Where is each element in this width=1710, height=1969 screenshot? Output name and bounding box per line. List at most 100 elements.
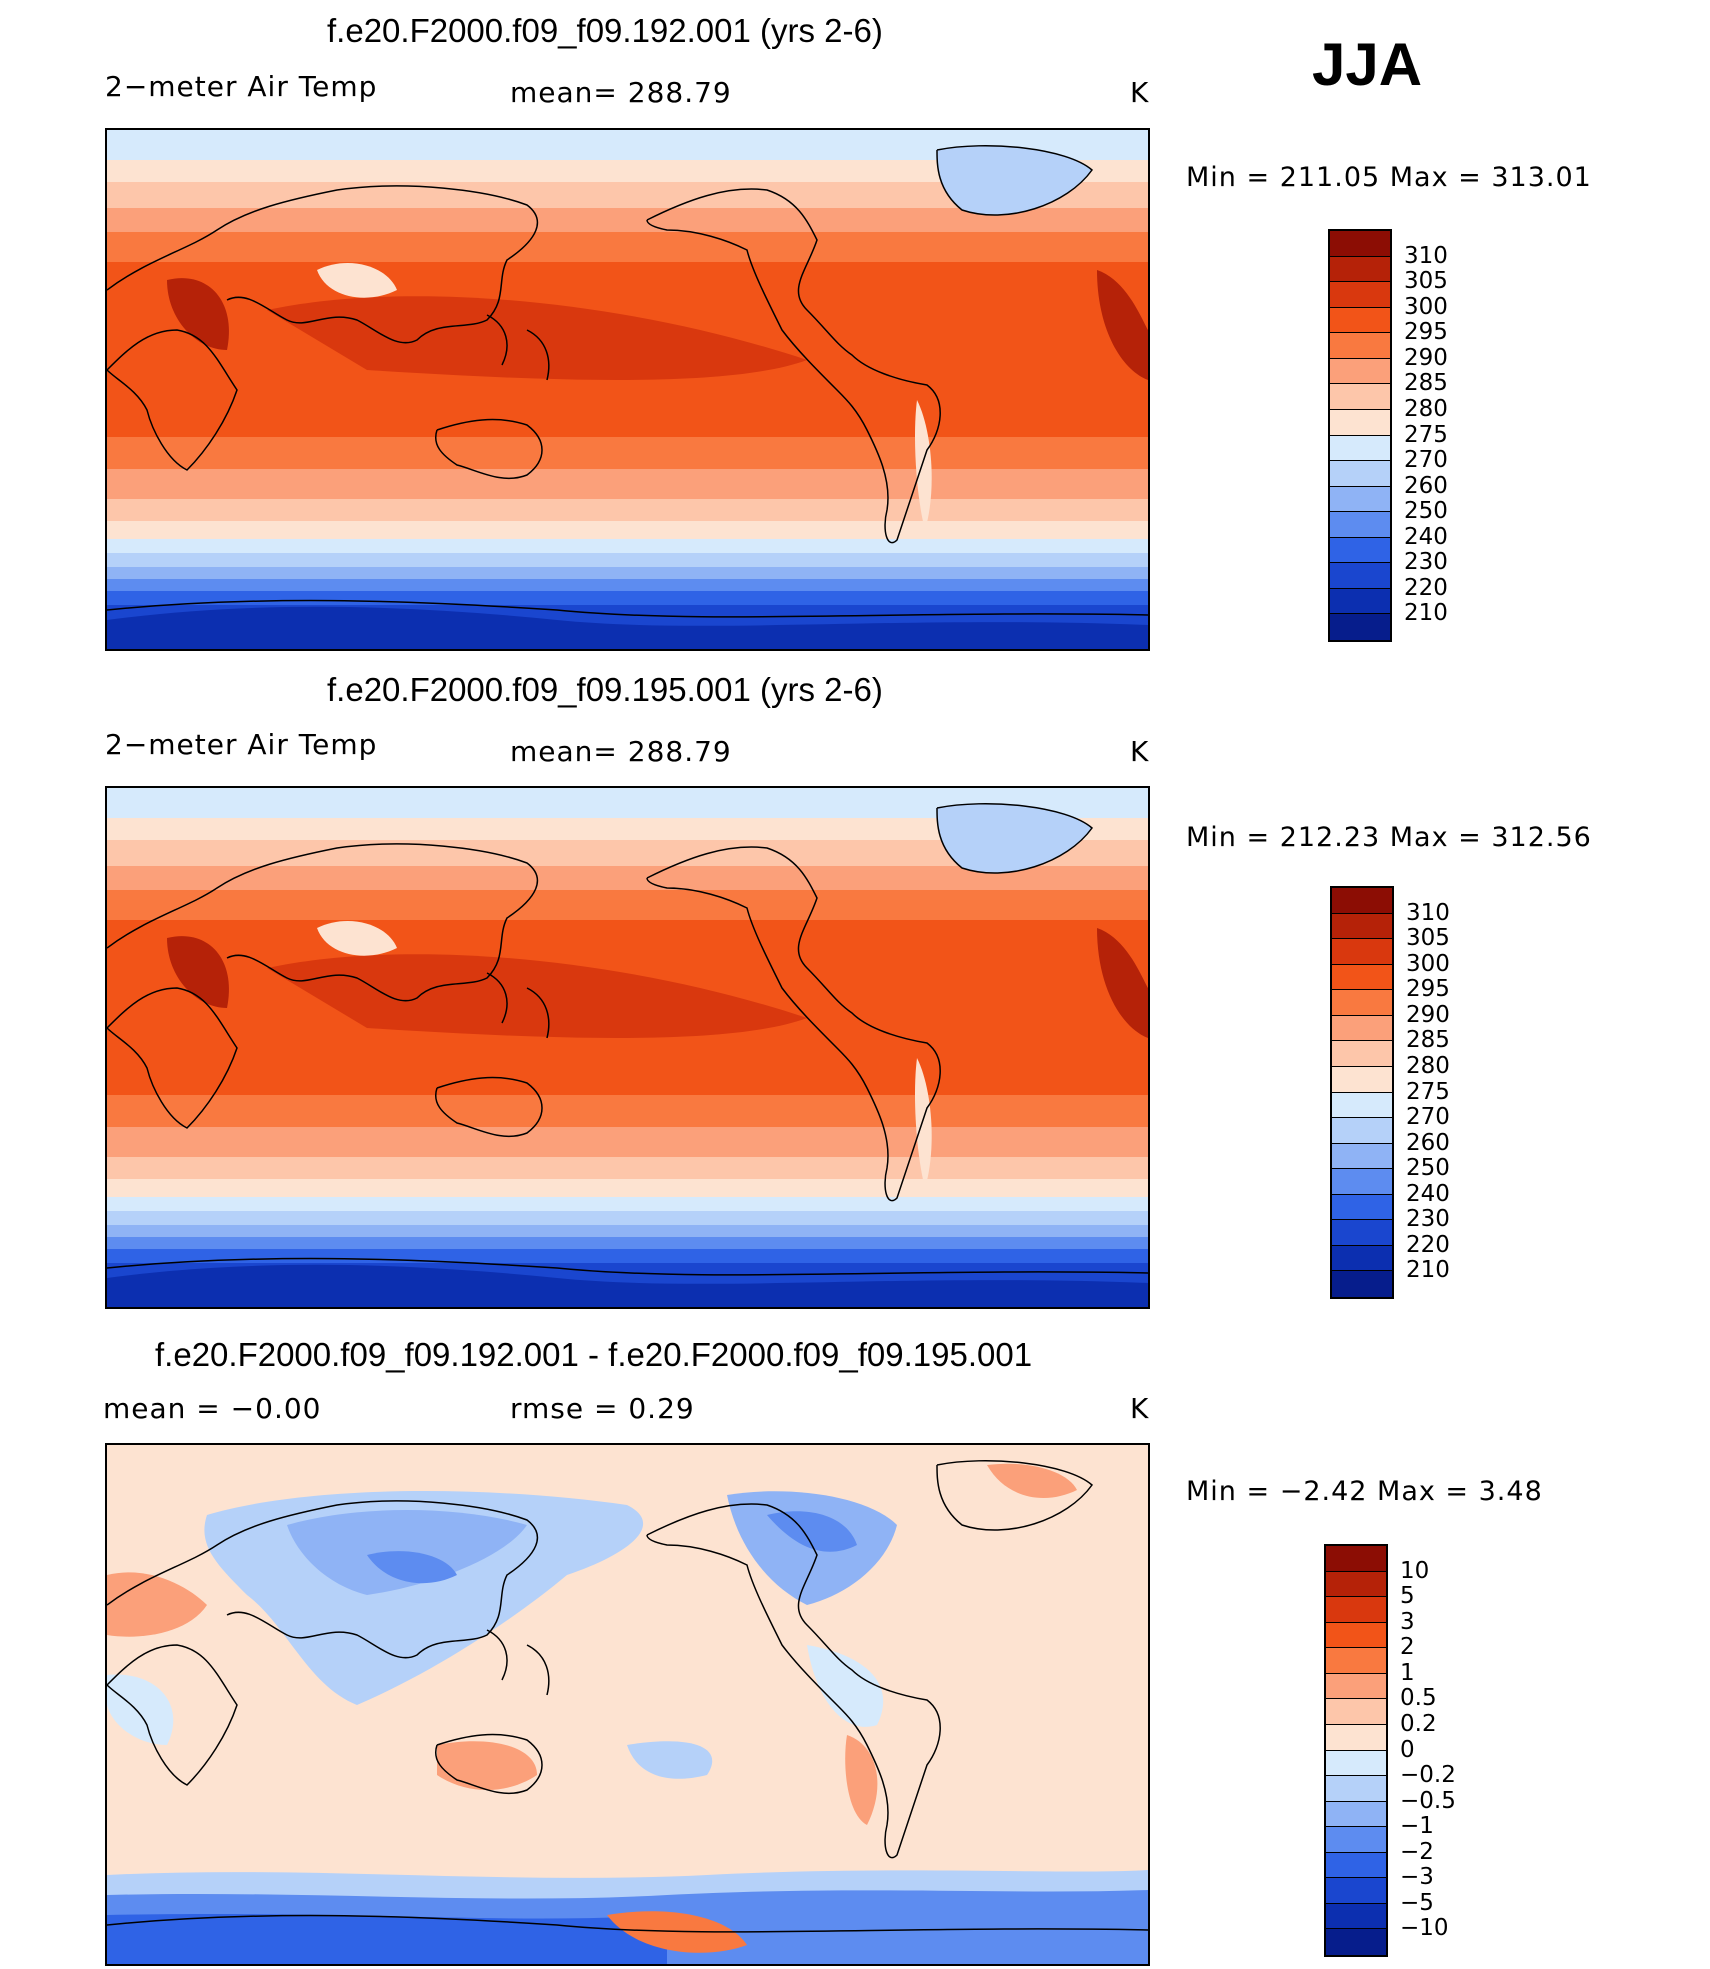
colorbar-tick-label: 0: [1400, 1736, 1415, 1763]
panel3-map: [105, 1443, 1150, 1966]
colorbar-swatch: [1326, 1571, 1386, 1598]
colorbar-tick-label: 270: [1406, 1104, 1450, 1131]
colorbar-tick-label: 250: [1406, 1155, 1450, 1182]
colorbar-tick-label: 285: [1404, 370, 1448, 397]
colorbar-tick-label: −1: [1400, 1813, 1434, 1840]
colorbar-tick-label: −10: [1400, 1915, 1449, 1942]
colorbar-swatch: [1326, 1852, 1386, 1879]
colorbar-swatch: [1330, 461, 1390, 487]
colorbar-tick-label: 305: [1404, 268, 1448, 295]
panel3-title: f.e20.F2000.f09_f09.192.001 - f.e20.F200…: [155, 1336, 1033, 1373]
colorbar-swatch: [1326, 1648, 1386, 1674]
colorbar-swatch: [1330, 435, 1390, 462]
panel2-map: [105, 786, 1150, 1309]
colorbar-tick-label: 240: [1406, 1180, 1450, 1207]
colorbar-swatch: [1326, 1878, 1386, 1904]
colorbar-swatch: [1326, 1903, 1386, 1930]
colorbar-swatch: [1330, 563, 1390, 589]
panel2-colorbar: [1330, 886, 1394, 1299]
colorbar-tick-label: 295: [1404, 319, 1448, 346]
colorbar-tick-label: 5: [1400, 1583, 1415, 1610]
colorbar-tick-label: 240: [1404, 523, 1448, 550]
colorbar-tick-label: 2: [1400, 1634, 1415, 1661]
colorbar-tick-label: 270: [1404, 447, 1448, 474]
colorbar-swatch: [1330, 333, 1390, 359]
colorbar-swatch: [1332, 1118, 1392, 1144]
colorbar-swatch: [1332, 888, 1392, 914]
colorbar-swatch: [1332, 1194, 1392, 1221]
colorbar-tick-label: 295: [1406, 976, 1450, 1003]
colorbar-tick-label: 3: [1400, 1608, 1415, 1635]
colorbar-swatch: [1332, 964, 1392, 991]
panel2-variable-label: 2−meter Air Temp: [105, 728, 378, 761]
colorbar-tick-label: 210: [1406, 1257, 1450, 1284]
colorbar-tick-label: 310: [1406, 899, 1450, 926]
colorbar-tick-label: 230: [1404, 549, 1448, 576]
panel1-map: [105, 128, 1150, 651]
panel3-mean-label: mean = −0.00: [103, 1392, 322, 1425]
colorbar-tick-label: 260: [1404, 472, 1448, 499]
colorbar-tick-label: −3: [1400, 1864, 1434, 1891]
colorbar-swatch: [1332, 1169, 1392, 1195]
panel1-colorbar: [1328, 229, 1392, 642]
colorbar-swatch: [1326, 1801, 1386, 1828]
colorbar-swatch: [1330, 588, 1390, 615]
colorbar-swatch: [1330, 409, 1390, 436]
panel2-minmax: Min = 212.23 Max = 312.56: [1186, 822, 1592, 853]
colorbar-swatch: [1330, 282, 1390, 308]
panel3-minmax: Min = −2.42 Max = 3.48: [1186, 1476, 1543, 1507]
colorbar-tick-label: 230: [1406, 1206, 1450, 1233]
colorbar-tick-label: −0.2: [1400, 1762, 1456, 1789]
panel3-rmse-label: rmse = 0.29: [510, 1392, 695, 1425]
colorbar-swatch: [1332, 990, 1392, 1016]
colorbar-swatch: [1332, 1220, 1392, 1246]
panel1-title: f.e20.F2000.f09_f09.192.001 (yrs 2-6): [327, 12, 883, 49]
panel1-units: K: [1130, 76, 1150, 109]
colorbar-tick-label: 275: [1406, 1078, 1450, 1105]
colorbar-swatch: [1330, 384, 1390, 410]
colorbar-tick-label: 0.5: [1400, 1685, 1437, 1712]
panel1-minmax: Min = 211.05 Max = 313.01: [1186, 162, 1592, 193]
colorbar-tick-label: 220: [1404, 574, 1448, 601]
panel3-colorbar: [1324, 1544, 1388, 1957]
colorbar-tick-label: 285: [1406, 1027, 1450, 1054]
colorbar-tick-label: 280: [1404, 395, 1448, 422]
panel2-title: f.e20.F2000.f09_f09.195.001 (yrs 2-6): [327, 671, 883, 708]
colorbar-tick-label: 10: [1400, 1557, 1430, 1584]
colorbar-swatch: [1330, 256, 1390, 283]
colorbar-swatch: [1326, 1673, 1386, 1700]
panel2-units: K: [1130, 735, 1150, 768]
panel1-mean-label: mean= 288.79: [510, 76, 732, 109]
colorbar-swatch: [1326, 1724, 1386, 1751]
colorbar-swatch: [1330, 486, 1390, 513]
colorbar-swatch: [1326, 1622, 1386, 1649]
colorbar-tick-label: −2: [1400, 1838, 1434, 1865]
colorbar-swatch: [1330, 358, 1390, 385]
colorbar-tick-label: 300: [1406, 950, 1450, 977]
colorbar-tick-label: 275: [1404, 421, 1448, 448]
colorbar-tick-label: 260: [1406, 1129, 1450, 1156]
colorbar-swatch: [1332, 1015, 1392, 1042]
colorbar-swatch: [1332, 1245, 1392, 1272]
colorbar-swatch: [1326, 1750, 1386, 1777]
colorbar-swatch: [1326, 1546, 1386, 1572]
colorbar-swatch: [1330, 614, 1390, 640]
colorbar-tick-label: 1: [1400, 1659, 1415, 1686]
colorbar-tick-label: 210: [1404, 600, 1448, 627]
colorbar-swatch: [1330, 307, 1390, 334]
colorbar-tick-label: 250: [1404, 498, 1448, 525]
colorbar-swatch: [1332, 939, 1392, 965]
panel2-mean-label: mean= 288.79: [510, 735, 732, 768]
colorbar-swatch: [1326, 1699, 1386, 1725]
panel1-variable-label: 2−meter Air Temp: [105, 70, 378, 103]
colorbar-swatch: [1332, 913, 1392, 940]
colorbar-swatch: [1332, 1092, 1392, 1119]
colorbar-tick-label: 0.2: [1400, 1710, 1437, 1737]
colorbar-tick-label: 310: [1404, 242, 1448, 269]
colorbar-swatch: [1332, 1041, 1392, 1067]
colorbar-tick-label: 290: [1404, 344, 1448, 371]
colorbar-swatch: [1332, 1271, 1392, 1297]
colorbar-tick-label: 290: [1406, 1001, 1450, 1028]
colorbar-tick-label: 305: [1406, 925, 1450, 952]
colorbar-swatch: [1326, 1597, 1386, 1623]
